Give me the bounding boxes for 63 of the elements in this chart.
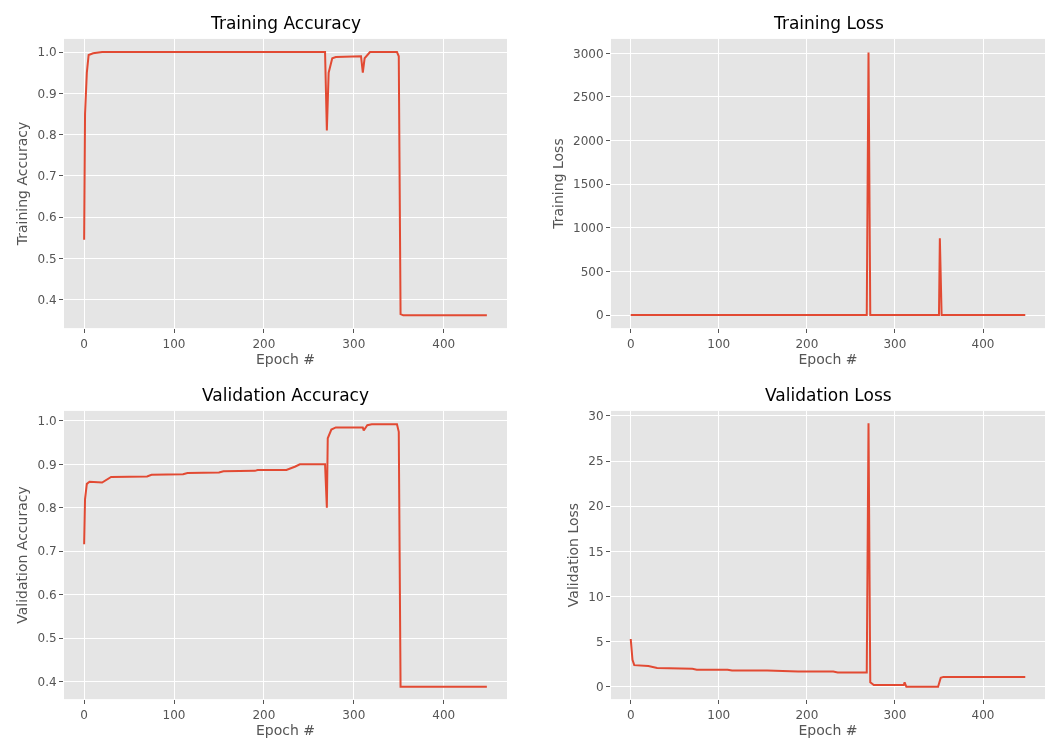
- x-tick-label: 200: [795, 336, 819, 351]
- x-tick-label: 200: [252, 707, 276, 722]
- x-tick-label: 100: [707, 707, 731, 722]
- x-tick-label: 100: [162, 336, 186, 351]
- x-tick-label: 300: [883, 707, 907, 722]
- x-tick-label: 300: [342, 707, 366, 722]
- y-axis-title: Validation Accuracy: [14, 486, 31, 624]
- y-tick-label: 0.5: [37, 251, 57, 266]
- line-series: [83, 51, 488, 317]
- y-tick-label: 0.4: [37, 674, 57, 689]
- y-tick-label: 5: [595, 634, 604, 649]
- y-tick-label: 0.8: [37, 500, 57, 515]
- y-tick-label: 25: [588, 454, 604, 469]
- line-series: [629, 422, 1027, 688]
- x-tick-label: 300: [342, 336, 366, 351]
- x-tick-label: 100: [162, 707, 186, 722]
- y-tick-label: 15: [588, 544, 604, 559]
- x-tick-label: 400: [971, 336, 995, 351]
- x-axis-title: Epoch #: [255, 721, 316, 738]
- chart-title: Training Loss: [773, 13, 884, 33]
- y-tick-label: 30: [588, 409, 604, 424]
- x-tick-label: 0: [626, 336, 635, 351]
- x-tick-label: 400: [432, 336, 456, 351]
- y-tick-label: 1.0: [37, 45, 57, 60]
- y-axis-title: Training Loss: [549, 138, 566, 230]
- y-tick-label: 0.5: [37, 631, 57, 646]
- y-tick-label: 0.4: [37, 292, 57, 307]
- x-tick-label: 200: [252, 336, 276, 351]
- x-tick-label: 400: [971, 707, 995, 722]
- y-tick-label: 3000: [573, 46, 604, 61]
- y-axis-title: Validation Loss: [564, 502, 581, 608]
- y-tick-label: 1500: [573, 177, 604, 192]
- y-tick-label: 1.0: [37, 414, 57, 429]
- y-tick-label: 0.9: [37, 457, 57, 472]
- x-tick-label: 300: [883, 336, 907, 351]
- y-axis-title: Training Accuracy: [14, 121, 31, 247]
- y-tick-label: 0: [595, 308, 604, 323]
- x-axis-title: Epoch #: [798, 350, 858, 367]
- y-tick-label: 0.6: [37, 587, 57, 602]
- x-tick-label: 400: [432, 707, 456, 722]
- y-tick-label: 0.7: [37, 544, 57, 559]
- y-tick-label: 0.7: [37, 169, 57, 184]
- y-tick-label: 500: [580, 264, 604, 279]
- chart-title: Validation Loss: [765, 385, 892, 405]
- chart-title: Validation Accuracy: [202, 385, 369, 405]
- y-tick-label: 0.6: [37, 210, 57, 225]
- x-tick-label: 0: [626, 707, 635, 722]
- y-tick-label: 2500: [573, 90, 604, 105]
- y-tick-label: 1000: [573, 220, 604, 235]
- line-series: [83, 423, 488, 688]
- y-tick-label: 0.9: [37, 86, 57, 101]
- y-tick-label: 10: [588, 589, 604, 604]
- x-tick-label: 200: [795, 707, 819, 722]
- y-tick-label: 0.8: [37, 127, 57, 142]
- y-tick-label: 0: [595, 680, 604, 695]
- x-axis-title: Epoch #: [798, 721, 858, 738]
- x-tick-label: 100: [707, 336, 731, 351]
- x-tick-label: 0: [80, 707, 88, 722]
- y-tick-label: 20: [588, 499, 604, 514]
- x-tick-label: 0: [80, 336, 88, 351]
- chart-title: Training Accuracy: [210, 13, 362, 33]
- y-tick-label: 2000: [573, 133, 604, 148]
- x-axis-title: Epoch #: [255, 350, 316, 367]
